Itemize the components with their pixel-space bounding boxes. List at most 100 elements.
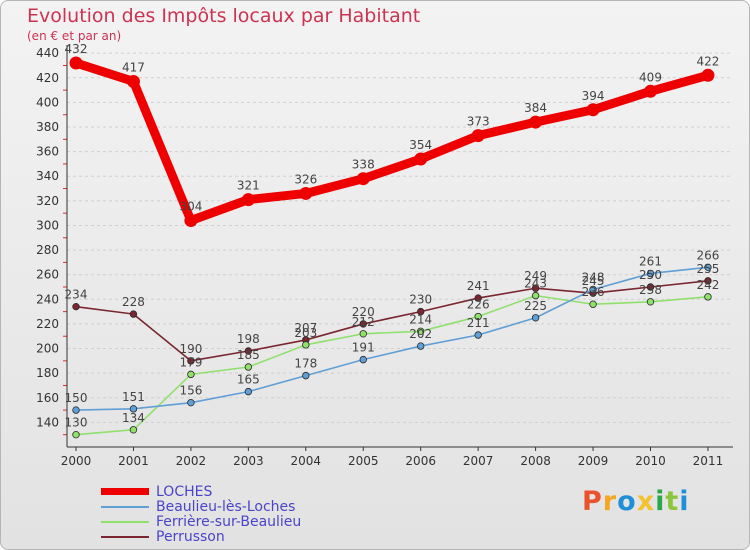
data-point-loches-2000 bbox=[69, 56, 83, 70]
x-tick-label-2010: 2010 bbox=[635, 454, 666, 468]
y-tick-label-400: 400 bbox=[36, 95, 59, 109]
legend-swatch-ferriere bbox=[101, 521, 149, 523]
data-point-beaulieu-2007 bbox=[474, 331, 482, 339]
data-label-beaulieu-2009: 248 bbox=[582, 270, 605, 284]
data-point-perrusson-2003 bbox=[244, 347, 253, 355]
legend-swatch-perrusson bbox=[101, 536, 149, 538]
data-point-loches-2004 bbox=[299, 186, 313, 200]
x-tick-label-2007: 2007 bbox=[463, 454, 494, 468]
y-tick-label-160: 160 bbox=[36, 391, 59, 405]
data-label-loches-2003: 321 bbox=[237, 179, 260, 193]
data-label-beaulieu-2000: 150 bbox=[65, 391, 88, 405]
data-point-loches-2003 bbox=[241, 193, 255, 207]
data-label-beaulieu-2005: 191 bbox=[352, 341, 375, 355]
data-point-perrusson-2010 bbox=[646, 283, 655, 291]
data-label-loches-2004: 326 bbox=[294, 172, 317, 186]
data-label-perrusson-2010: 250 bbox=[639, 268, 662, 282]
data-label-loches-2002: 304 bbox=[179, 200, 202, 214]
data-label-ferrière-2011: 242 bbox=[696, 278, 719, 292]
data-label-perrusson-2003: 198 bbox=[237, 332, 260, 346]
axes: 140 160 180 200 220 240 260 280 300 320 340 360 380 4… bbox=[36, 45, 733, 468]
data-label-ferrière-2009: 236 bbox=[582, 285, 605, 299]
data-label-perrusson-2005: 220 bbox=[352, 305, 375, 319]
data-point-beaulieu-2011 bbox=[704, 263, 712, 272]
data-point-loches-2002 bbox=[184, 214, 198, 228]
series-line-perrusson bbox=[75, 280, 709, 362]
data-point-beaulieu-2004 bbox=[302, 371, 310, 380]
data-label-beaulieu-2006: 202 bbox=[409, 327, 432, 341]
data-label-perrusson-2011: 255 bbox=[696, 262, 719, 276]
logo-letter: o bbox=[617, 486, 637, 517]
data-point-beaulieu-2003 bbox=[244, 387, 253, 396]
data-label-ferrière-2000: 130 bbox=[65, 416, 88, 430]
series-line-ferrière bbox=[75, 294, 709, 436]
data-label-beaulieu-2007: 211 bbox=[467, 316, 490, 330]
y-tick-label-240: 240 bbox=[36, 292, 59, 306]
data-point-beaulieu-2001 bbox=[129, 405, 138, 413]
data-point-perrusson-2006 bbox=[417, 307, 425, 316]
legend-label-beaulieu: Beaulieu-lès-Loches bbox=[156, 499, 296, 515]
series-group bbox=[69, 56, 715, 439]
data-point-perrusson-2007 bbox=[474, 294, 482, 302]
data-label-loches-2007: 373 bbox=[467, 115, 490, 129]
data-point-ferrière-2005 bbox=[359, 330, 367, 338]
data-point-beaulieu-2009 bbox=[589, 285, 597, 294]
data-point-perrusson-2005 bbox=[359, 320, 367, 328]
y-tick-label-140: 140 bbox=[36, 415, 59, 429]
data-label-loches-2008: 384 bbox=[524, 101, 547, 115]
data-label-ferrière-2001: 134 bbox=[122, 411, 145, 425]
data-point-ferrière-2001 bbox=[129, 426, 138, 434]
data-point-loches-2011 bbox=[701, 68, 715, 82]
x-tick-label-2000: 2000 bbox=[61, 454, 92, 468]
data-point-ferrière-2006 bbox=[417, 327, 425, 336]
y-tick-label-340: 340 bbox=[36, 169, 59, 183]
legend-swatch-loches bbox=[101, 488, 149, 495]
y-tick-label-320: 320 bbox=[36, 194, 59, 208]
logo-letter: i bbox=[655, 486, 666, 517]
x-tick-label-2001: 2001 bbox=[118, 454, 149, 468]
legend-swatch-beaulieu bbox=[101, 506, 149, 508]
data-point-ferrière-2007 bbox=[474, 312, 482, 321]
x-tick-label-2011: 2011 bbox=[693, 454, 724, 468]
y-tick-label-260: 260 bbox=[36, 268, 59, 282]
data-label-perrusson-2007: 241 bbox=[467, 279, 490, 293]
data-label-loches-2011: 422 bbox=[696, 54, 719, 68]
data-point-loches-2005 bbox=[356, 172, 370, 186]
chart-subtitle: (en € et par an) bbox=[27, 29, 122, 43]
chart-title: Evolution des Impôts locaux par Habitant bbox=[27, 5, 421, 27]
y-tick-label-300: 300 bbox=[36, 218, 59, 232]
data-label-ferrière-2008: 243 bbox=[524, 277, 547, 291]
x-tick-label-2002: 2002 bbox=[176, 454, 207, 468]
x-tick-label-2008: 2008 bbox=[520, 454, 551, 468]
data-point-loches-2006 bbox=[414, 152, 428, 166]
data-point-beaulieu-2005 bbox=[359, 355, 367, 364]
data-label-ferrière-2003: 185 bbox=[237, 348, 260, 362]
data-point-loches-2007 bbox=[471, 129, 485, 143]
data-point-loches-2009 bbox=[586, 103, 600, 117]
data-label-loches-2010: 409 bbox=[639, 70, 662, 84]
x-tick-label-2006: 2006 bbox=[405, 454, 436, 468]
data-label-loches-2006: 354 bbox=[409, 138, 432, 152]
data-point-ferrière-2004 bbox=[302, 341, 310, 349]
logo-letter: P bbox=[582, 486, 603, 517]
data-label-loches-2005: 338 bbox=[352, 158, 375, 172]
x-tick-label-2003: 2003 bbox=[233, 454, 264, 468]
data-point-beaulieu-2008 bbox=[531, 314, 540, 322]
data-point-perrusson-2001 bbox=[129, 310, 138, 318]
data-label-perrusson-2000: 234 bbox=[65, 288, 88, 302]
data-label-ferrière-2002: 179 bbox=[179, 355, 202, 369]
data-point-ferrière-2011 bbox=[704, 293, 712, 301]
data-point-loches-2001 bbox=[126, 74, 140, 88]
legend-label-perrusson: Perrusson bbox=[156, 529, 225, 545]
logo-letter: r bbox=[602, 486, 618, 517]
data-point-ferrière-2002 bbox=[187, 370, 195, 379]
data-label-ferrière-2007: 226 bbox=[467, 298, 490, 312]
data-label-loches-2009: 394 bbox=[582, 89, 605, 103]
data-label-beaulieu-2004: 178 bbox=[294, 357, 317, 371]
y-tick-label-220: 220 bbox=[36, 317, 59, 331]
x-tick-label-2004: 2004 bbox=[291, 454, 322, 468]
data-label-perrusson-2001: 228 bbox=[122, 295, 145, 309]
data-label-ferrière-2004: 203 bbox=[294, 326, 317, 340]
data-label-beaulieu-2008: 225 bbox=[524, 299, 547, 313]
